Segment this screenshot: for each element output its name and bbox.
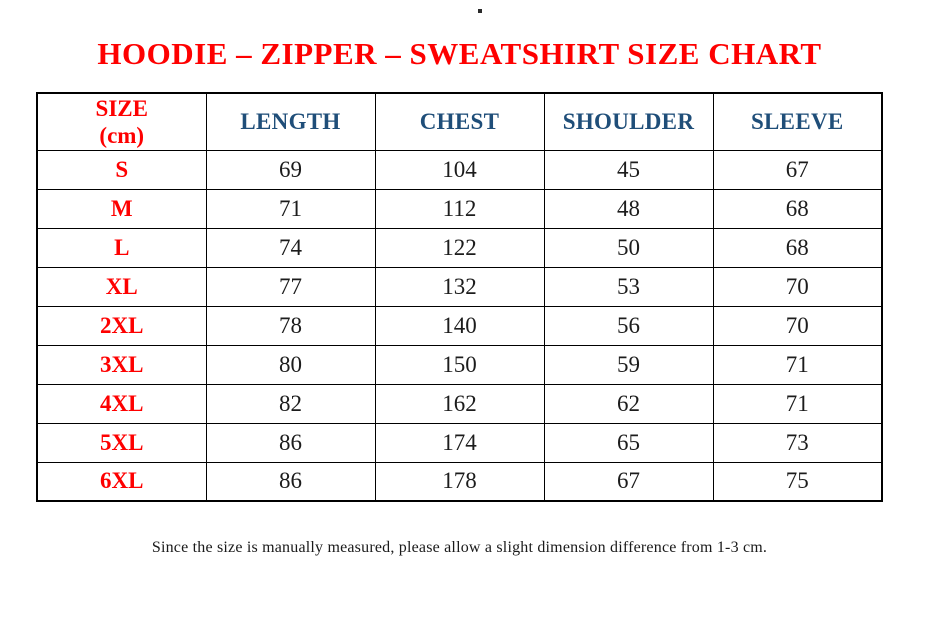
measurement-disclaimer: Since the size is manually measured, ple… [151,539,768,556]
length-value: 86 [205,461,376,502]
sleeve-value: 67 [712,149,883,190]
chest-value: 162 [374,383,545,424]
column-header-shoulder: SHOULDER [543,92,714,151]
size-label: XL [36,266,207,307]
table-row-5xl: 5XL 86 174 65 73 [36,422,883,463]
length-value: 80 [205,344,376,385]
shoulder-value: 62 [543,383,714,424]
page-title: HOODIE – ZIPPER – SWEATSHIRT SIZE CHART [97,36,822,71]
size-chart-table: SIZE (cm) LENGTH CHEST SHOULDER SLEEVE S… [36,92,883,502]
shoulder-value: 67 [543,461,714,502]
length-value: 86 [205,422,376,463]
column-header-sleeve: SLEEVE [712,92,883,151]
sleeve-value: 71 [712,383,883,424]
size-label: L [36,227,207,268]
artifact-dot [478,9,482,13]
table-row-xl: XL 77 132 53 70 [36,266,883,307]
shoulder-value: 65 [543,422,714,463]
length-value: 69 [205,149,376,190]
sleeve-value: 70 [712,266,883,307]
size-label: S [36,149,207,190]
table-row-m: M 71 112 48 68 [36,188,883,229]
sleeve-value: 68 [712,227,883,268]
shoulder-value: 59 [543,344,714,385]
chest-value: 122 [374,227,545,268]
table-row-6xl: 6XL 86 178 67 75 [36,461,883,502]
shoulder-value: 45 [543,149,714,190]
length-value: 71 [205,188,376,229]
table-row-3xl: 3XL 80 150 59 71 [36,344,883,385]
chest-value: 140 [374,305,545,346]
chest-value: 178 [374,461,545,502]
sleeve-value: 70 [712,305,883,346]
length-value: 78 [205,305,376,346]
sleeve-value: 73 [712,422,883,463]
chest-value: 150 [374,344,545,385]
length-value: 77 [205,266,376,307]
size-label: 3XL [36,344,207,385]
sleeve-value: 68 [712,188,883,229]
chest-value: 174 [374,422,545,463]
size-label: 5XL [36,422,207,463]
length-value: 74 [205,227,376,268]
size-label: 2XL [36,305,207,346]
table-row-l: L 74 122 50 68 [36,227,883,268]
sleeve-value: 71 [712,344,883,385]
size-label: M [36,188,207,229]
shoulder-value: 53 [543,266,714,307]
column-header-chest: CHEST [374,92,545,151]
sleeve-value: 75 [712,461,883,502]
size-header-line2: (cm) [99,122,145,148]
chest-value: 112 [374,188,545,229]
shoulder-value: 48 [543,188,714,229]
column-header-length: LENGTH [205,92,376,151]
chest-value: 132 [374,266,545,307]
column-header-size: SIZE (cm) [36,92,207,151]
table-row-s: S 69 104 45 67 [36,149,883,190]
length-value: 82 [205,383,376,424]
size-header-line1: SIZE [95,95,148,121]
size-label: 6XL [36,461,207,502]
table-row-2xl: 2XL 78 140 56 70 [36,305,883,346]
header-row: SIZE (cm) LENGTH CHEST SHOULDER SLEEVE [36,92,883,151]
table-row-4xl: 4XL 82 162 62 71 [36,383,883,424]
chest-value: 104 [374,149,545,190]
size-label: 4XL [36,383,207,424]
shoulder-value: 56 [543,305,714,346]
shoulder-value: 50 [543,227,714,268]
